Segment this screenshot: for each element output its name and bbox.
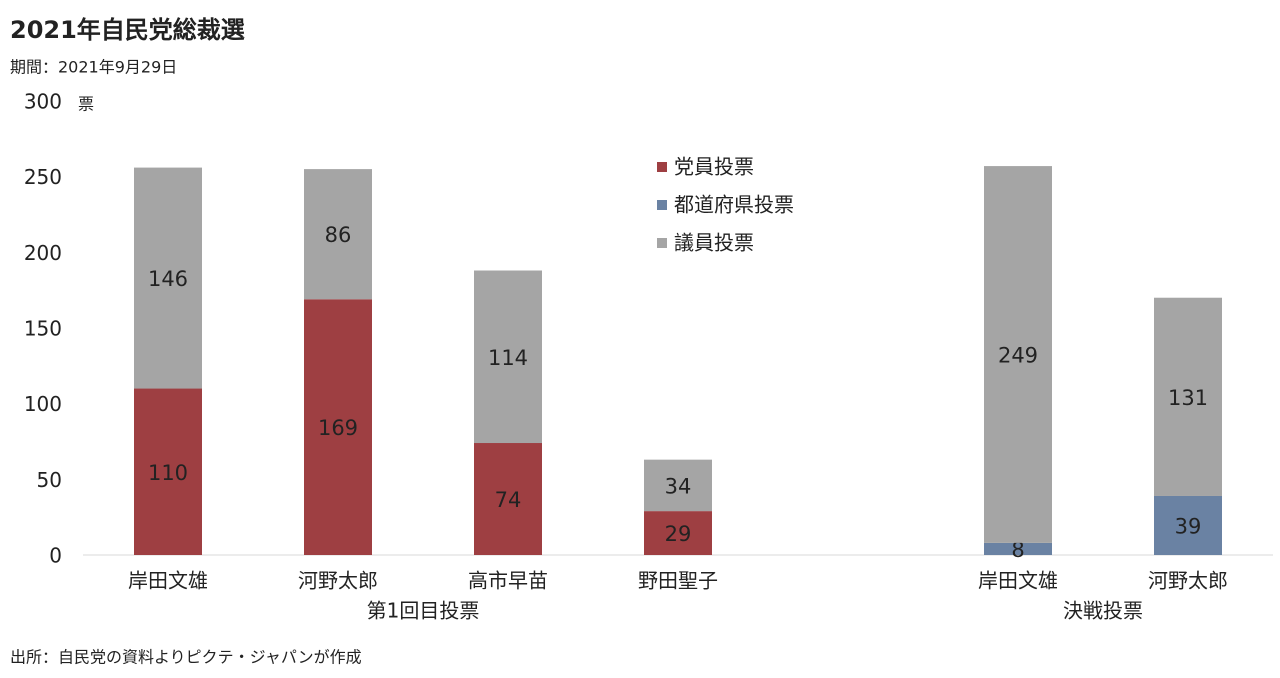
legend-swatch [657,162,667,172]
legend-label: 議員投票 [674,231,754,255]
bar-segment [644,459,712,512]
data-label: 8 [1011,538,1024,562]
bar-segment [1154,495,1222,555]
y-tick-label: 250 [24,165,62,189]
y-tick-label: 200 [24,241,62,265]
source-note: 出所：自民党の資料よりピクテ・ジャパンが作成 [10,648,362,667]
chart-title: 2021年自民党総裁選 [10,16,245,44]
x-tick-label: 野田聖子 [638,569,718,593]
data-label: 110 [148,461,188,485]
data-label: 34 [665,474,692,498]
data-label: 146 [148,267,188,291]
data-label: 249 [998,343,1038,367]
y-tick-label: 0 [49,544,62,568]
legend-label: 都道府県投票 [674,193,794,217]
data-label: 169 [318,416,358,440]
legend-swatch [657,200,667,210]
chart-subtitle: 期間：2021年9月29日 [10,58,177,77]
y-tick-label: 50 [37,468,62,492]
bar-segment [644,511,712,555]
bar-segment [474,270,542,444]
x-tick-label: 河野太郎 [298,569,378,593]
x-tick-label: 河野太郎 [1148,569,1228,593]
group-label: 第1回目投票 [367,599,480,623]
bar-segment [984,166,1052,543]
x-tick-label: 岸田文雄 [978,569,1058,593]
y-tick-label: 100 [24,392,62,416]
data-label: 74 [495,488,522,512]
data-label: 131 [1168,386,1208,410]
y-tick-label: 150 [24,317,62,341]
y-tick-label: 300 [24,90,62,114]
data-label: 86 [325,223,352,247]
x-tick-label: 岸田文雄 [128,569,208,593]
legend-label: 党員投票 [674,155,754,179]
data-label: 29 [665,522,692,546]
bar-segment [1154,297,1222,496]
data-label: 114 [488,346,528,370]
bar-segment [134,388,202,555]
y-unit: 票 [78,95,94,114]
bar-segment [134,167,202,389]
bar-segment [984,542,1052,555]
bar-segment [474,443,542,555]
group-label: 決戦投票 [1063,599,1143,623]
data-label: 39 [1175,514,1202,538]
x-tick-label: 高市早苗 [468,569,548,593]
legend-swatch [657,238,667,248]
bar-segment [304,299,372,555]
bar-segment [304,169,372,300]
